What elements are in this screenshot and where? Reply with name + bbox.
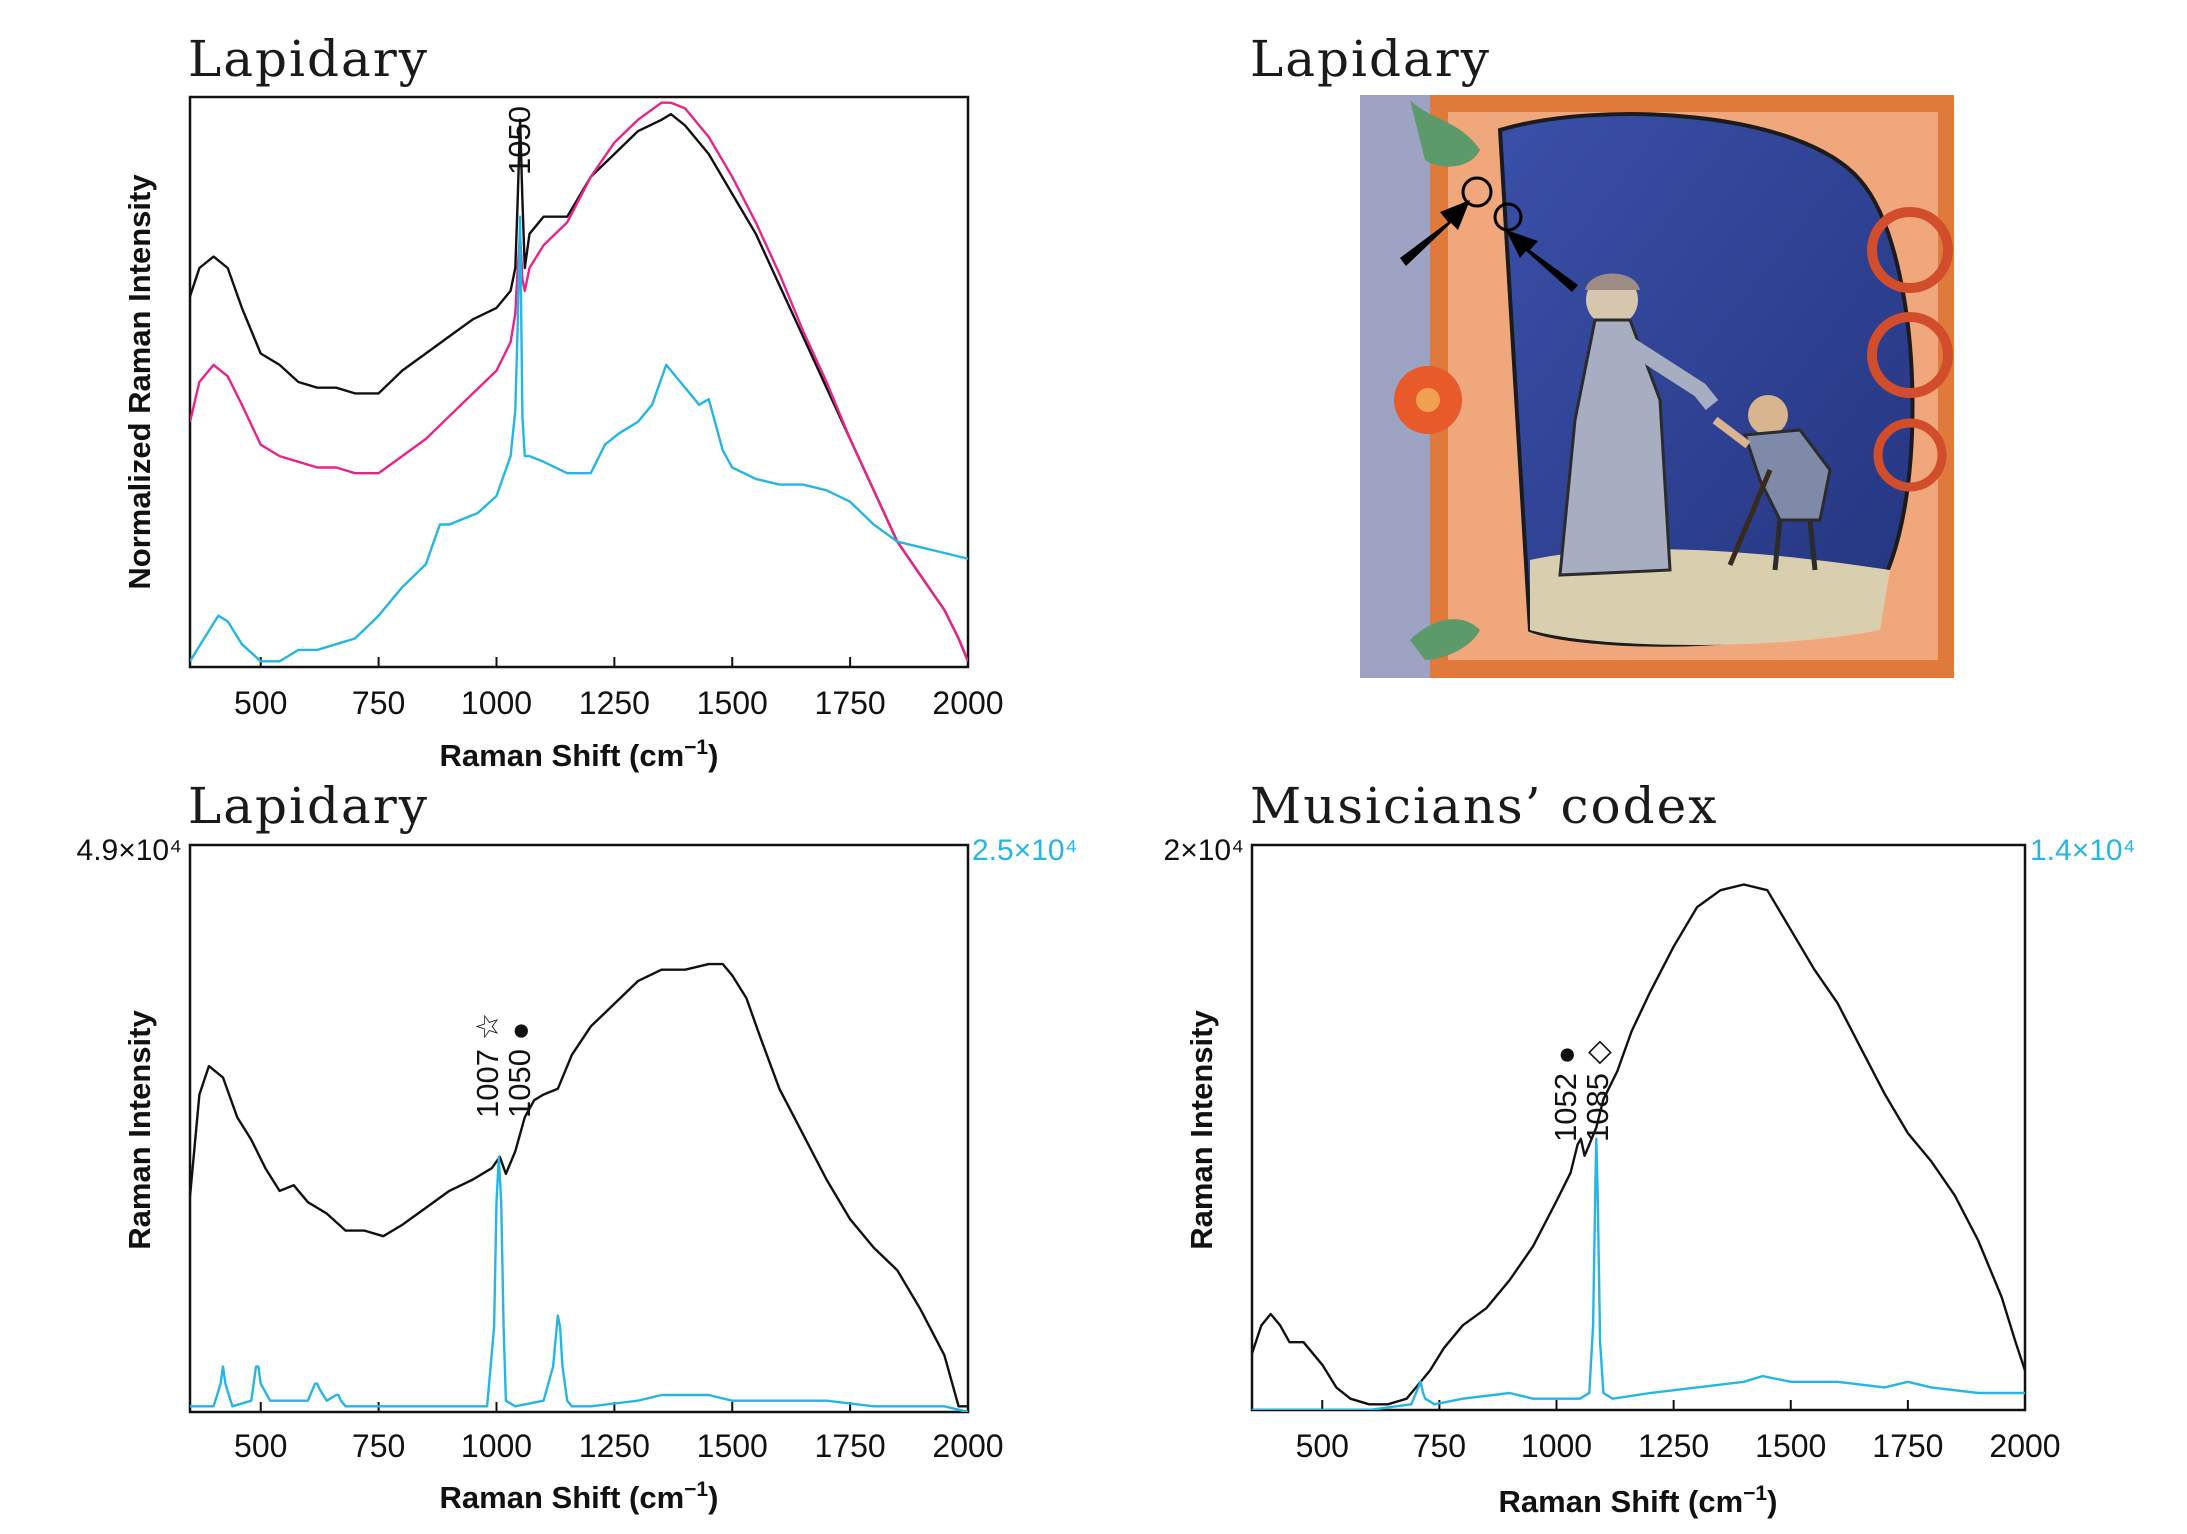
panel-a-title: Lapidary xyxy=(188,30,429,88)
x-tick-label: 2000 xyxy=(1989,1428,2060,1464)
series-line-3 xyxy=(190,215,968,663)
panel-c-annotation-1050: 1050 ● xyxy=(502,1022,537,1118)
series-line-2 xyxy=(190,1155,968,1412)
x-tick-label: 1000 xyxy=(461,685,532,721)
series-line-1 xyxy=(1252,883,2025,1406)
panel-c-series-group xyxy=(190,962,968,1412)
series-line-1 xyxy=(190,962,968,1408)
panel-a-x-axis-label: Raman Shift (cm−1) xyxy=(440,736,719,773)
arrow-right-icon xyxy=(1506,230,1578,292)
panel-c-y-axis-label: Raman Intensity xyxy=(122,1010,157,1250)
panel-d-x-axis: 500 750 1000 1250 1500 1750 2000 xyxy=(1296,1400,2061,1464)
panel-c-x-axis: 500 750 1000 1250 1500 1750 2000 xyxy=(234,1402,1004,1464)
x-tick-label: 750 xyxy=(352,1428,405,1464)
panel-a-y-axis-label: Normalized Raman Intensity xyxy=(122,174,157,590)
panel-c: Lapidary 4.9×10⁴ 2.5×10⁴ 500 750 1000 1250 1… xyxy=(77,777,1078,1515)
x-tick-label: 1750 xyxy=(815,685,886,721)
x-tick-label: 500 xyxy=(234,685,287,721)
panel-d-right-scale: 1.4×10⁴ xyxy=(2030,834,2135,867)
sample-point-2-open-circle-icon xyxy=(1493,202,1523,232)
panel-d-title: Musicians’ codex xyxy=(1250,777,1718,835)
x-tick-label: 2000 xyxy=(932,1428,1003,1464)
panel-c-title: Lapidary xyxy=(188,777,429,835)
series-line-1 xyxy=(190,112,968,662)
panel-c-right-scale: 2.5×10⁴ xyxy=(972,834,1077,867)
panel-c-left-scale: 4.9×10⁴ xyxy=(77,834,182,867)
x-tick-label: 1250 xyxy=(579,1428,650,1464)
panel-d-left-scale: 2×10⁴ xyxy=(1164,834,1244,867)
panel-c-annotation-1007: 1007 ☆ xyxy=(470,1013,505,1118)
manuscript-illumination-image xyxy=(1360,95,1954,678)
x-tick-label: 1750 xyxy=(1872,1428,1943,1464)
panel-d-plot-frame xyxy=(1250,843,2027,1412)
panel-c-x-axis-label: Raman Shift (cm−1) xyxy=(440,1478,719,1515)
x-tick-label: 750 xyxy=(352,685,405,721)
sample-point-1-open-circle-icon xyxy=(1461,176,1493,208)
panel-a: Lapidary 500 750 1000 1250 1500 1750 2000 1050… xyxy=(122,30,1004,773)
x-tick-label: 500 xyxy=(1296,1428,1349,1464)
panel-a-x-axis: 500 750 1000 1250 1500 1750 2000 xyxy=(234,657,1004,721)
x-tick-label: 1250 xyxy=(579,685,650,721)
x-tick-label: 1500 xyxy=(697,685,768,721)
series-line-2 xyxy=(190,101,968,662)
panel-d-x-axis-label: Raman Shift (cm−1) xyxy=(1499,1482,1778,1519)
panel-c-plot-frame xyxy=(188,843,970,1414)
panel-a-annotation-1050: 1050 xyxy=(502,106,537,175)
panel-d-annotation-1085: 1085 ◇ xyxy=(1580,1040,1615,1142)
panel-b-title: Lapidary xyxy=(1250,30,1491,88)
x-tick-label: 1500 xyxy=(697,1428,768,1464)
panel-d-series-group xyxy=(1252,883,2025,1410)
panel-d-y-axis-label: Raman Intensity xyxy=(1184,1010,1219,1250)
x-tick-label: 2000 xyxy=(932,685,1003,721)
x-tick-label: 750 xyxy=(1413,1428,1466,1464)
x-tick-label: 1500 xyxy=(1755,1428,1826,1464)
x-tick-label: 1000 xyxy=(1521,1428,1592,1464)
panel-a-plot-frame xyxy=(188,95,970,669)
series-line-2 xyxy=(1252,1137,2025,1410)
x-tick-label: 1000 xyxy=(461,1428,532,1464)
x-tick-label: 1250 xyxy=(1638,1428,1709,1464)
panel-a-series-group xyxy=(190,101,968,663)
panel-d-annotation-1052: 1052 ● xyxy=(1548,1046,1583,1142)
panel-b: Lapidary xyxy=(1250,30,1954,678)
x-tick-label: 500 xyxy=(234,1428,287,1464)
panel-d: Musicians’ codex 2×10⁴ 1.4×10⁴ 500 750 100… xyxy=(1164,777,2136,1519)
arrow-left-icon xyxy=(1400,200,1470,266)
x-tick-label: 1750 xyxy=(815,1428,886,1464)
